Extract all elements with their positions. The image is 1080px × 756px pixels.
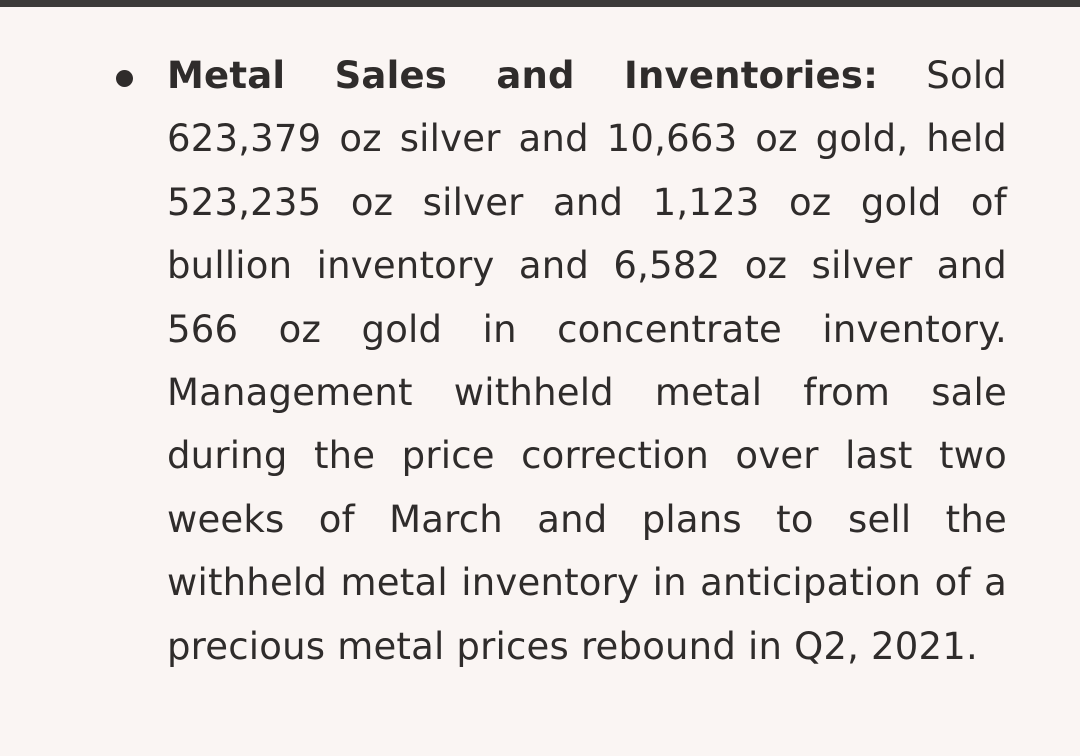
top-divider	[0, 0, 1080, 7]
bullet-body: Sold 623,379 oz silver and 10,663 oz gol…	[167, 54, 1007, 668]
bullet-heading: Metal Sales and Inventories:	[167, 54, 879, 97]
bullet-dot-icon	[116, 70, 133, 87]
bullet-paragraph: Metal Sales and Inventories: Sold 623,37…	[167, 44, 1007, 678]
